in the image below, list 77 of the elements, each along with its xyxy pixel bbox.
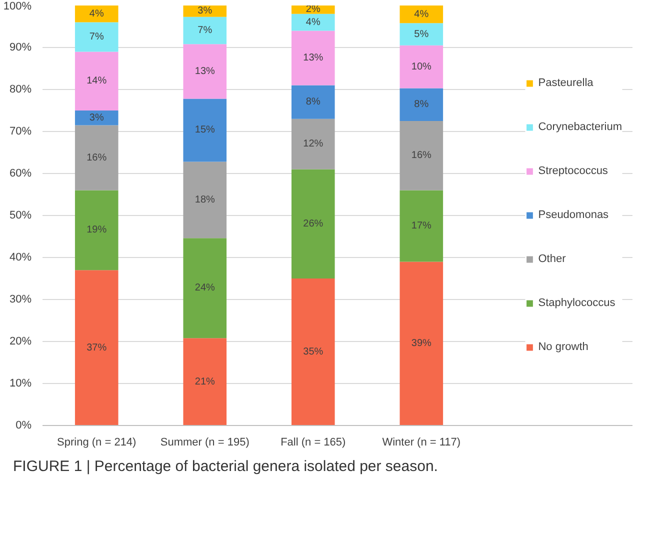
data-label: 15% [194, 124, 215, 136]
data-label: 4% [89, 8, 104, 20]
bar [74, 52, 118, 110]
bar [74, 270, 118, 426]
bar [400, 190, 444, 262]
data-label: 13% [303, 52, 324, 64]
data-label: 4% [414, 8, 429, 20]
data-label: 13% [194, 66, 215, 77]
data-label: 7% [198, 24, 212, 36]
y-tick-label: 70% [9, 126, 32, 138]
bar [400, 6, 444, 24]
legend-label: Streptococcus [538, 165, 608, 177]
legend-label: Pasteurella [538, 77, 594, 89]
y-tick-label: 30% [9, 294, 32, 306]
data-label: 21% [194, 376, 215, 388]
caption: FIGURE 1 | Percentage of bacterial genera isolated per season. [13, 457, 438, 477]
y-tick-label: 50% [9, 210, 32, 222]
y-tick-label: 20% [9, 336, 32, 348]
data-label: 3% [89, 112, 104, 124]
bar [74, 125, 118, 190]
bar [400, 121, 444, 190]
bar [183, 238, 227, 338]
x-tick-label: Winter (n = 117) [382, 436, 461, 448]
bar [400, 262, 444, 426]
bar [400, 23, 444, 46]
bar [400, 45, 444, 88]
bar [74, 22, 118, 52]
data-label: 7% [89, 32, 104, 42]
y-tick-label: 60% [9, 168, 32, 180]
data-label: 5% [414, 28, 429, 40]
data-label: 14% [86, 76, 107, 87]
y-tick-label: 100% [3, 0, 32, 12]
bar [291, 169, 335, 278]
y-tick-label: 0% [16, 420, 32, 432]
bar [183, 6, 227, 17]
data-label: 18% [194, 194, 215, 206]
data-label: 4% [306, 16, 320, 28]
data-label: 35% [303, 346, 324, 358]
data-label: 26% [303, 218, 324, 230]
legend-label: Other [538, 253, 566, 265]
y-tick-label: 80% [9, 84, 32, 96]
data-label: 39% [411, 338, 432, 350]
bar [291, 30, 335, 86]
data-label: 10% [411, 61, 432, 72]
bar [183, 162, 227, 238]
x-tick-label: Summer (n = 195) [160, 436, 250, 448]
legend-label: Corynebacterium [538, 121, 622, 133]
bar [291, 14, 335, 31]
bar [183, 338, 227, 426]
bar [291, 118, 335, 170]
bar [400, 88, 444, 121]
data-label: 3% [198, 6, 212, 17]
legend-label: No growth [538, 341, 588, 353]
legend-label: Pseudomonas [538, 209, 609, 221]
x-tick-label: Spring (n = 214) [57, 436, 136, 448]
bar [291, 278, 335, 426]
data-label: 16% [411, 150, 432, 162]
legend-label: Staphylococcus [538, 297, 616, 309]
bar [183, 98, 227, 162]
bar [183, 44, 227, 99]
data-label: 8% [306, 96, 320, 108]
bar [74, 110, 118, 126]
y-tick-label: 90% [9, 42, 32, 54]
bar [74, 6, 118, 22]
y-tick-label: 10% [9, 378, 32, 390]
y-tick-label: 40% [9, 252, 32, 264]
bar [291, 85, 335, 119]
data-label: 12% [303, 138, 324, 150]
x-tick-label: Fall (n = 165) [280, 436, 346, 448]
data-label: 17% [411, 220, 432, 232]
data-label: 16% [86, 152, 107, 164]
bar [74, 190, 118, 270]
data-label: 24% [194, 282, 215, 294]
data-label: 37% [86, 342, 107, 354]
bar [183, 16, 227, 44]
data-label: 19% [86, 224, 107, 236]
data-label: 8% [414, 99, 429, 110]
